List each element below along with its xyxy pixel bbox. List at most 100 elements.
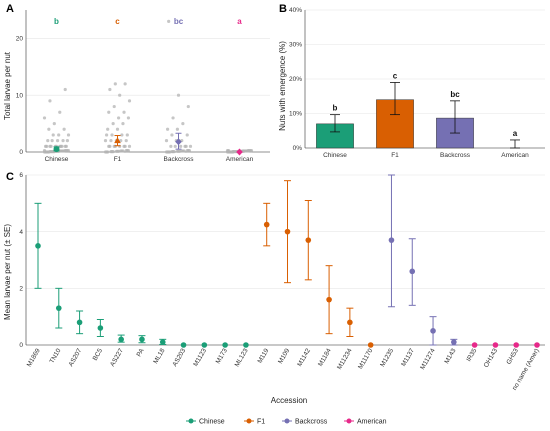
panel-a-ytick: 10	[16, 92, 24, 99]
panel-a-raw-point	[172, 150, 176, 154]
panel-a: A Total larvae per nut 0 10 20 Chinese F1 Bac…	[3, 3, 270, 163]
panel-a-raw-point	[61, 139, 65, 143]
panel-c-xtick: ML123	[234, 347, 250, 368]
panel-c-xtick: M1869	[26, 347, 42, 368]
panel-a-raw-point	[106, 150, 110, 154]
panel-c-xtick: M1123	[192, 347, 208, 368]
panel-a-raw-point	[47, 150, 51, 154]
panel-a-raw-point	[170, 133, 174, 137]
panel-a-ytick: 0	[19, 149, 23, 156]
panel-b-xtick: F1	[391, 152, 399, 159]
panel-a-raw-point	[51, 133, 55, 137]
panel-c-point	[367, 342, 374, 348]
legend-key-point	[284, 418, 290, 424]
panel-a-raw-point	[63, 87, 67, 92]
panel-b-letter: B	[279, 3, 287, 15]
panel-a-raw-point	[181, 122, 185, 126]
panel-a-raw-point	[62, 149, 66, 153]
panel-c-point	[118, 336, 124, 343]
panel-c-xtick: BC5	[92, 347, 105, 362]
legend-label: Backcross	[295, 419, 328, 426]
panel-a-raw-point	[46, 139, 50, 143]
panel-b-ytick: 10%	[289, 111, 302, 118]
panel-a-raw-point	[184, 144, 188, 148]
panel-c-point	[388, 237, 395, 243]
panel-a-raw-point	[108, 87, 112, 92]
panel-c-point	[326, 296, 332, 303]
panel-b-ytick: 0%	[293, 145, 303, 152]
panel-a-raw-point	[188, 144, 193, 148]
panel-c-point	[305, 237, 312, 243]
panel-a-raw-point	[62, 127, 66, 131]
panel-b-ylabel: Nuts with emergence (%)	[278, 41, 287, 131]
panel-c-point	[76, 319, 83, 326]
panel-a-mean-point	[114, 137, 121, 144]
panel-a-raw-point	[112, 104, 116, 109]
panel-b-ytick: 40%	[289, 7, 302, 14]
panel-c-point	[471, 342, 478, 348]
panel-a-raw-point	[165, 127, 170, 131]
panel-c-xtick: M119	[256, 347, 270, 364]
panel-a-sig-letter: b	[54, 17, 59, 26]
panel-a-raw-point	[176, 93, 181, 97]
panel-a-xtick: F1	[114, 156, 122, 163]
panel-a-ytick: 20	[16, 36, 24, 43]
panel-c-point	[139, 336, 145, 343]
panel-b-sig-letter: bc	[450, 90, 460, 99]
panel-c-ytick: 6	[19, 172, 23, 179]
panel-a-raw-point	[110, 133, 114, 137]
panel-c-point	[534, 342, 540, 348]
panel-c: C Mean larvae per nut (± SE) Accession 0…	[3, 171, 545, 405]
panel-c-point	[97, 325, 104, 331]
panel-a-raw-point	[121, 122, 125, 126]
panel-c-xtick: ML18	[152, 347, 166, 365]
panel-c-point	[243, 342, 249, 348]
panel-a-raw-point	[49, 144, 53, 148]
panel-a-raw-point	[168, 150, 172, 154]
legend-key-point	[346, 418, 352, 424]
panel-c-point	[35, 243, 41, 249]
panel-a-raw-point	[60, 144, 64, 148]
panel-a-raw-point	[120, 133, 124, 137]
panel-a-raw-point	[126, 149, 131, 153]
panel-c-point	[180, 342, 187, 348]
panel-a-raw-point	[111, 150, 115, 154]
panel-c-point	[430, 328, 436, 334]
panel-a-raw-point	[123, 144, 127, 148]
panel-a-raw-point	[179, 144, 183, 148]
panel-c-xtick: M1142	[296, 347, 312, 368]
panel-b-xtick: Backcross	[440, 152, 471, 159]
panel-c-point	[409, 268, 416, 275]
panel-a-raw-point	[64, 144, 68, 148]
legend-key-point	[188, 418, 194, 424]
panel-a-raw-point	[231, 150, 235, 154]
panel-c-xtick: M11234	[336, 347, 354, 371]
panel-c-point	[222, 342, 228, 348]
legend-label: American	[357, 419, 387, 426]
panel-a-raw-point	[171, 116, 175, 120]
panel-c-point	[263, 221, 270, 228]
panel-a-raw-point	[50, 139, 54, 143]
panel-c-ytick: 4	[19, 229, 23, 236]
panel-a-mean-point	[53, 146, 60, 153]
panel-a-raw-point	[47, 127, 51, 131]
panel-c-point	[55, 305, 62, 311]
panel-a-raw-point	[121, 149, 125, 153]
panel-c-xtick: M173	[215, 347, 229, 365]
panel-a-raw-point	[108, 144, 112, 148]
panel-b-sig-letter: c	[393, 71, 398, 80]
panel-c-xtick: M109	[277, 347, 291, 365]
panel-a-sig-letter: a	[237, 17, 242, 26]
panel-a-raw-point	[42, 116, 47, 120]
panel-a-raw-point	[106, 127, 110, 131]
panel-a-raw-point	[107, 110, 111, 114]
panel-a-raw-point	[164, 139, 169, 143]
panel-a-mean-point	[236, 148, 243, 156]
panel-c-xtick: PA	[136, 347, 146, 358]
panel-a-raw-point	[103, 139, 108, 143]
panel-a-raw-point	[177, 149, 182, 153]
panel-c-xtick: AS203	[171, 347, 187, 368]
legend-key-point	[246, 418, 252, 424]
panel-a-raw-point	[242, 149, 246, 153]
panel-a-raw-point	[169, 144, 173, 148]
